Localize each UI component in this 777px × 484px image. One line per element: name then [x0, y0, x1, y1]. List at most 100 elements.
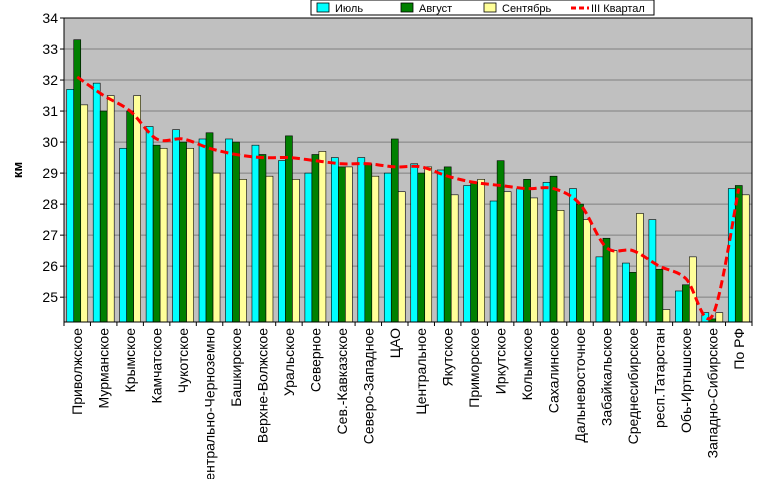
y-tick-label: 28 — [42, 196, 58, 212]
y-tick-label: 30 — [42, 134, 58, 150]
line-series — [76, 75, 741, 321]
bar-3-26 — [741, 194, 750, 323]
bar-1-5 — [172, 129, 180, 323]
bar-2-8 — [258, 154, 267, 323]
bar-3-14 — [424, 166, 433, 323]
bar-2-2 — [99, 110, 108, 323]
bar-1-11 — [331, 157, 339, 323]
bar-2-24 — [682, 284, 690, 323]
bar-3-7 — [239, 179, 247, 323]
bar-1-13 — [383, 172, 392, 323]
y-tick-label: 27 — [42, 227, 58, 243]
legend-swatch — [483, 2, 497, 13]
bar-2-20 — [576, 203, 584, 323]
legend-label: Июль — [335, 3, 363, 15]
bar-2-18 — [523, 179, 531, 323]
bar-3-18 — [530, 197, 538, 323]
bar-1-6 — [198, 138, 207, 323]
y-tick-label: 25 — [42, 289, 58, 305]
x-tick-label: Центрально-Черноземно — [202, 328, 218, 479]
bar-2-1 — [73, 39, 82, 323]
bar-3-3 — [133, 95, 141, 323]
y-axis-label: км — [10, 162, 25, 178]
bar-3-20 — [583, 219, 591, 323]
x-tick-label: Сев.-Кавказское — [334, 328, 350, 435]
x-tick-label: Северо-Западное — [360, 328, 376, 444]
bar-3-13 — [397, 191, 406, 323]
bar-3-16 — [477, 179, 485, 323]
bar-1-4 — [145, 126, 154, 323]
bar-2-19 — [549, 175, 558, 323]
bar-1-19 — [542, 182, 551, 323]
bar-1-16 — [463, 185, 471, 323]
bar-1-1 — [66, 89, 75, 323]
bar-3-12 — [371, 175, 380, 323]
x-tick-label: Северное — [307, 328, 323, 392]
x-tick-label: Мурманское — [96, 328, 112, 409]
x-tick-label: Дальневосточное — [572, 328, 588, 443]
bar-1-8 — [251, 144, 260, 323]
bar-3-19 — [556, 210, 565, 323]
bar-2-16 — [470, 182, 478, 323]
bar-3-2 — [106, 95, 115, 323]
x-tick-label: Приволжское — [69, 328, 85, 415]
x-tick-label: По РФ — [731, 328, 747, 370]
x-tick-label: Западно-Сибирское — [704, 328, 720, 459]
x-tick-label: Иркутское — [493, 328, 509, 394]
y-tick-label: 26 — [42, 258, 58, 274]
x-tick-label: Камчатское — [149, 328, 165, 404]
bar-1-9 — [278, 160, 286, 323]
bar-2-26 — [734, 185, 743, 323]
bar-3-21 — [609, 250, 618, 323]
bar-1-18 — [516, 188, 524, 323]
bar-2-7 — [232, 141, 240, 323]
bar-1-24 — [675, 290, 683, 323]
bar-2-22 — [629, 272, 637, 323]
bar-1-14 — [410, 163, 419, 323]
bar-1-3 — [119, 147, 127, 323]
bar-2-23 — [655, 268, 664, 323]
bar-2-15 — [443, 166, 452, 323]
bar-3-10 — [318, 151, 327, 323]
x-tick-label: Среднесибирское — [625, 328, 641, 445]
bar-3-6 — [212, 172, 221, 323]
bar-3-17 — [503, 191, 512, 323]
y-tick-label: 33 — [42, 41, 58, 57]
bar-2-3 — [126, 110, 134, 323]
x-tick-label: Забайкальское — [598, 328, 614, 426]
bar-1-12 — [357, 157, 366, 323]
bar-1-21 — [595, 256, 604, 323]
y-tick-label: 34 — [42, 10, 58, 26]
legend-label: III Квартал — [591, 3, 645, 15]
bar-3-15 — [450, 194, 459, 323]
legend-swatch — [316, 2, 330, 13]
x-tick-label: Центральное — [413, 328, 429, 415]
bar-1-20 — [569, 188, 577, 323]
x-tick-label: респ.Татарстан — [651, 328, 667, 428]
bar-3-11 — [345, 166, 353, 323]
x-tick-label: Крымское — [122, 328, 138, 393]
x-tick-label: Сахалинское — [546, 328, 562, 413]
bar-1-23 — [648, 219, 657, 323]
y-tick-label: 32 — [42, 72, 58, 88]
bar-1-17 — [489, 200, 498, 323]
bar-2-11 — [338, 166, 346, 323]
y-axis: 25 26 27 28 29 30 31 32 33 34 — [42, 10, 64, 305]
bar-3-8 — [265, 175, 274, 323]
bar-2-4 — [152, 144, 161, 323]
x-tick-label: Башкирское — [228, 328, 244, 407]
y-tick-label: 29 — [42, 165, 58, 181]
x-tick-label: Уральское — [281, 328, 297, 396]
bar-2-12 — [364, 163, 373, 323]
line-series-path — [76, 75, 741, 321]
legend: Июль Август Сентябрь III Квартал — [310, 0, 655, 16]
bar-2-9 — [285, 135, 293, 323]
bar-1-15 — [436, 169, 445, 323]
bar-1-7 — [225, 138, 233, 323]
bar-2-5 — [179, 141, 187, 323]
bar-2-10 — [311, 154, 320, 323]
bar-3-22 — [636, 213, 644, 323]
bar-1-22 — [622, 262, 630, 323]
x-tick-label: Чукотское — [175, 328, 191, 393]
